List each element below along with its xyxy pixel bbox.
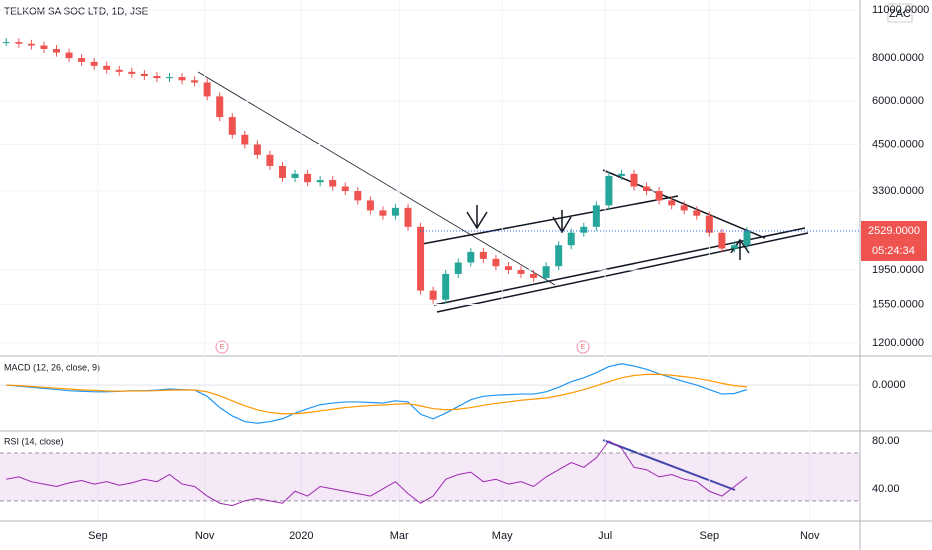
candle bbox=[354, 191, 362, 201]
candle bbox=[329, 180, 337, 187]
countdown: 05:24:34 bbox=[872, 245, 915, 257]
candle bbox=[592, 205, 600, 227]
candle bbox=[504, 266, 512, 271]
x-tick-label: 2020 bbox=[289, 530, 313, 542]
candle bbox=[555, 245, 563, 267]
candle bbox=[253, 144, 261, 155]
chart-title: TELKOM SA SOC LTD, 1D, JSE bbox=[4, 7, 149, 18]
candle bbox=[643, 186, 651, 192]
earnings-label: E bbox=[581, 344, 586, 351]
candle bbox=[404, 207, 412, 227]
candle bbox=[178, 77, 186, 81]
x-tick-label: Nov bbox=[800, 530, 820, 542]
candle bbox=[304, 173, 312, 183]
candle bbox=[191, 80, 199, 83]
macd-title: MACD (12, 26, close, 9) bbox=[4, 362, 100, 372]
candle bbox=[40, 45, 48, 49]
candle bbox=[228, 117, 236, 135]
y-tick-label: 8000.0000 bbox=[872, 52, 924, 64]
y-tick-label: 3300.0000 bbox=[872, 185, 924, 197]
candle bbox=[617, 173, 625, 176]
y-tick-label: 1950.0000 bbox=[872, 264, 924, 276]
candle bbox=[467, 251, 475, 263]
candle bbox=[153, 76, 161, 79]
y-tick-label: 1200.0000 bbox=[872, 337, 924, 349]
rsi-band bbox=[0, 452, 860, 501]
candle bbox=[241, 134, 249, 145]
candle bbox=[366, 200, 374, 211]
candle bbox=[680, 205, 688, 211]
candle bbox=[2, 42, 10, 44]
candle bbox=[216, 96, 224, 118]
x-tick-label: Nov bbox=[195, 530, 215, 542]
candle bbox=[655, 191, 663, 201]
candle bbox=[103, 65, 111, 70]
candle bbox=[743, 230, 751, 246]
rsi-trend-line bbox=[602, 439, 736, 491]
candle bbox=[27, 43, 35, 46]
macd-line bbox=[6, 373, 748, 415]
rsi-tick-label: 80.00 bbox=[872, 435, 900, 447]
earnings-mark: E bbox=[215, 340, 229, 354]
candle bbox=[479, 251, 487, 259]
candle bbox=[668, 200, 676, 206]
rsi-title: RSI (14, close) bbox=[4, 436, 64, 446]
x-tick-label: May bbox=[492, 530, 513, 542]
candle bbox=[78, 58, 86, 62]
candle bbox=[718, 232, 726, 249]
candle bbox=[203, 82, 211, 97]
earnings-mark: E bbox=[576, 340, 590, 354]
currency-badge bbox=[887, 3, 913, 23]
candle bbox=[65, 52, 73, 59]
y-tick-label: 4500.0000 bbox=[872, 138, 924, 150]
currency: ZAC bbox=[889, 8, 911, 20]
candle bbox=[90, 61, 98, 66]
candle bbox=[165, 77, 173, 79]
countdown-badge bbox=[861, 240, 927, 261]
candle bbox=[580, 226, 588, 233]
candle bbox=[542, 266, 550, 278]
candle bbox=[341, 186, 349, 192]
candle bbox=[417, 226, 425, 291]
rsi-tick-label: 40.00 bbox=[872, 483, 900, 495]
candle bbox=[266, 154, 274, 166]
candle bbox=[391, 207, 399, 216]
x-tick-label: Mar bbox=[390, 530, 409, 542]
candle bbox=[454, 262, 462, 274]
earnings-label: E bbox=[220, 344, 225, 351]
candle bbox=[316, 180, 324, 183]
last-price-badge bbox=[861, 220, 927, 241]
macd-tick-label: 0.0000 bbox=[872, 379, 906, 391]
candle bbox=[605, 175, 613, 206]
candle bbox=[278, 165, 286, 178]
x-tick-label: Sep bbox=[700, 530, 720, 542]
candle bbox=[530, 273, 538, 278]
trend-lines bbox=[197, 71, 809, 313]
y-tick-label: 6000.0000 bbox=[872, 95, 924, 107]
candle bbox=[567, 232, 575, 246]
candle bbox=[492, 258, 500, 267]
x-tick-label: Sep bbox=[88, 530, 108, 542]
y-tick-label: 1550.0000 bbox=[872, 298, 924, 310]
candle bbox=[517, 270, 525, 274]
candle bbox=[705, 215, 713, 233]
candle bbox=[730, 245, 738, 249]
y-tick-label: 11000.0000 bbox=[872, 4, 929, 16]
candle bbox=[442, 273, 450, 300]
candle bbox=[429, 290, 437, 300]
candle bbox=[630, 173, 638, 187]
candle bbox=[140, 73, 148, 77]
candle bbox=[693, 210, 701, 216]
rsi-line bbox=[6, 440, 748, 507]
candle bbox=[291, 173, 299, 178]
candle bbox=[15, 42, 23, 44]
candle bbox=[379, 210, 387, 216]
x-tick-label: Jul bbox=[598, 530, 612, 542]
candle bbox=[115, 69, 123, 72]
last-price-label: 2529.0000 bbox=[868, 225, 920, 237]
candle bbox=[52, 48, 60, 53]
candle bbox=[128, 71, 136, 74]
